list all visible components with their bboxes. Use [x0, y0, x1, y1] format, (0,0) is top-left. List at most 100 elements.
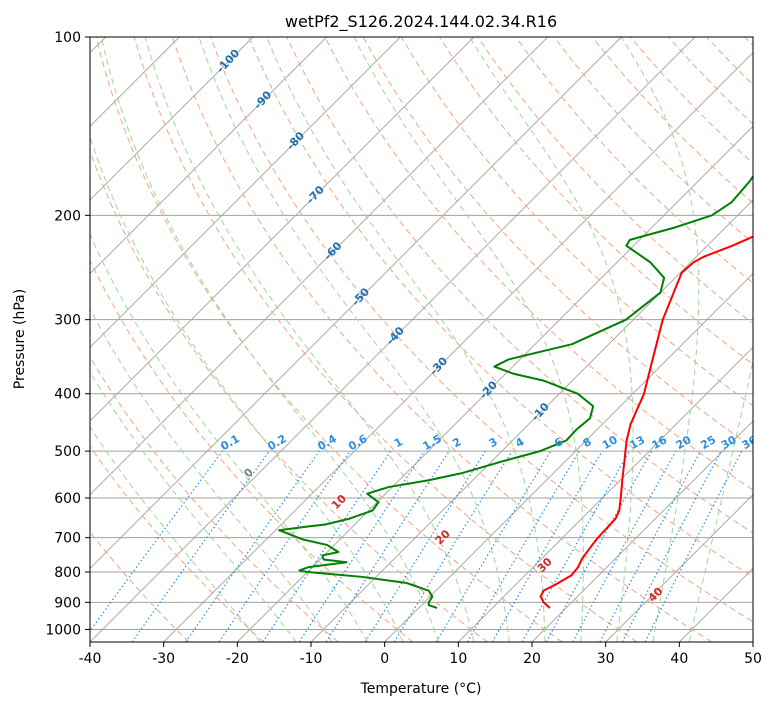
background-lines: [90, 37, 753, 642]
isotherm-line: [458, 346, 753, 642]
moist-adiabat-line: [90, 233, 369, 642]
moist-adiabat-line: [144, 37, 475, 642]
isotherm-line: [384, 273, 753, 642]
x-tick-label: 40: [670, 651, 688, 667]
mixing-ratio-line: [599, 450, 702, 642]
mixing-ratio-line: [393, 450, 513, 642]
y-tick-label: 900: [54, 595, 81, 611]
mixing-ratio-label: 0.6: [346, 432, 370, 453]
dry-adiabat-line: [324, 37, 753, 491]
mixing-ratio-line: [90, 450, 223, 632]
mixing-ratio-line: [572, 450, 677, 642]
mixing-ratio-line: [545, 450, 653, 642]
mixing-ratio-line: [521, 450, 631, 642]
mixing-ratio-label: 16: [649, 433, 669, 452]
isotherm-line: [163, 52, 753, 642]
x-tick-label: -30: [152, 651, 175, 667]
dry-adiabat-line: [591, 37, 753, 204]
isotherm-line: [605, 494, 753, 642]
mixing-ratio-line: [185, 450, 320, 642]
x-tick-label: -10: [300, 651, 323, 667]
y-tick-label: 600: [54, 491, 81, 507]
moist-adiabat-line: [198, 37, 510, 642]
in-plot-labels: -100-90-80-70-60-50-40-30-20-100.1 0.2 0.4…: [214, 46, 760, 604]
dry-adiabat-line: [210, 37, 753, 623]
isotherm-line: [310, 199, 753, 642]
moist-adiabat-line: [620, 37, 700, 642]
isotherm-line: [90, 37, 254, 201]
x-tick-label: 20: [523, 651, 541, 667]
dry-adiabat-label: 20: [433, 527, 453, 547]
isotherm-line: [679, 567, 753, 642]
x-tick-label: 50: [744, 651, 762, 667]
x-tick-label: 0: [380, 651, 389, 667]
isotherm-line: [90, 37, 548, 496]
y-tick-label: 1000: [45, 622, 81, 638]
y-tick-label: 800: [54, 565, 81, 581]
mixing-ratio-label: 4: [513, 435, 526, 450]
moist-adiabat-line: [90, 426, 261, 642]
y-tick-label: 300: [54, 313, 81, 329]
mixing-ratio-line: [262, 450, 392, 642]
mixing-ratio-line: [218, 450, 351, 642]
isotherm-line: [531, 420, 753, 642]
isotherm-line: [237, 125, 753, 642]
y-tick-label: 100: [54, 30, 81, 46]
mixing-ratio-line: [298, 450, 425, 642]
mixing-ratio-label: 36: [740, 433, 760, 452]
y-tick-label: 400: [54, 387, 81, 403]
mixing-ratio-line: [131, 450, 270, 642]
isotherm-line: [90, 37, 327, 275]
dry-adiabat-line: [95, 37, 563, 642]
temperature-profile-line: [539, 235, 753, 609]
moist-adiabat-line: [90, 308, 333, 642]
y-tick-label: 500: [54, 444, 81, 460]
mixing-ratio-label: 1: [392, 435, 405, 450]
moist-adiabat-line: [90, 135, 404, 642]
dry-adiabat-line: [90, 531, 190, 642]
dry-adiabat-line: [171, 37, 712, 642]
mixing-ratio-label: 1.5: [420, 432, 443, 453]
isotherm-label: -100: [214, 46, 243, 75]
moist-adiabat-line: [469, 37, 634, 642]
dry-adiabat-line: [90, 150, 488, 642]
axes: -40 -30 -20 -10 0 10 20 30 40 5010020030040050060…: [45, 30, 762, 667]
mixing-ratio-label: 0.1: [218, 432, 241, 453]
isotherm-line: [752, 641, 753, 642]
mixing-ratio-label: 0.4: [315, 432, 339, 453]
dry-adiabat-line: [744, 37, 753, 47]
dry-adiabat-line: [668, 37, 753, 125]
mixing-ratio-line: [325, 450, 450, 642]
dry-adiabat-line: [706, 37, 753, 86]
dry-adiabat-line: [90, 356, 339, 642]
moist-adiabat-line: [100, 37, 439, 642]
x-tick-label: 30: [597, 651, 615, 667]
dry-adiabat-line: [133, 37, 638, 642]
mixing-ratio-label: 8: [581, 435, 594, 450]
dry-adiabat-line: [90, 445, 264, 642]
dry-adiabat-label: 10: [329, 492, 349, 512]
x-tick-label: -40: [79, 651, 102, 667]
series-lines: [278, 174, 753, 609]
mixing-ratio-line: [644, 450, 743, 642]
isotherm-line: [90, 37, 401, 348]
chart-title: wetPf2_S126.2024.144.02.34.R16: [285, 12, 557, 32]
dewpoint-profile-line: [278, 174, 753, 609]
y-axis-title: Pressure (hPa): [12, 289, 28, 389]
x-tick-label: -20: [226, 651, 249, 667]
moist-adiabat-line: [90, 370, 297, 642]
moist-adiabat-line: [353, 37, 584, 642]
y-tick-label: 200: [54, 208, 81, 224]
moist-adiabat-line: [688, 358, 753, 642]
mixing-ratio-label: 13: [627, 433, 647, 452]
dry-adiabat-line: [286, 37, 753, 534]
dry-adiabat-line: [90, 259, 414, 642]
isotherm-line: [90, 37, 622, 569]
mixing-ratio-line: [435, 450, 552, 642]
mixing-ratio-label: 0.2: [265, 432, 288, 453]
y-tick-label: 700: [54, 531, 81, 547]
mixing-ratio-line: [364, 450, 486, 642]
isotherm-line: [90, 37, 475, 422]
dry-adiabat-line: [515, 37, 753, 284]
